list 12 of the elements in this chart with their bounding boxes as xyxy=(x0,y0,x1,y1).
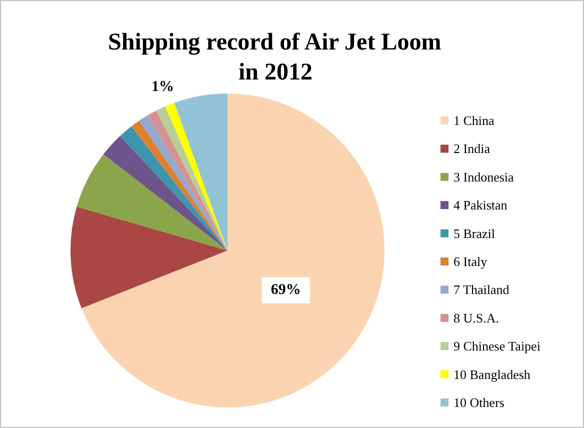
legend-label: 5 Brazil xyxy=(454,226,496,241)
legend-label: 10 Bangladesh xyxy=(454,366,531,382)
legend-label: 7 Thailand xyxy=(454,282,510,298)
legend-label: 6 Italy xyxy=(454,254,488,269)
legend-label: 9 Chinese Taipei xyxy=(454,338,541,354)
legend-label: 2 India xyxy=(454,141,490,156)
legend-label: 1 China xyxy=(454,113,495,128)
legend-label: 8 U.S.A. xyxy=(454,310,500,326)
data-label: 69% xyxy=(270,282,301,298)
legend-label: 10 Others xyxy=(454,395,504,410)
legend-label: 4 Pakistan xyxy=(454,198,508,213)
legend-label: 3 Indonesia xyxy=(454,169,514,184)
